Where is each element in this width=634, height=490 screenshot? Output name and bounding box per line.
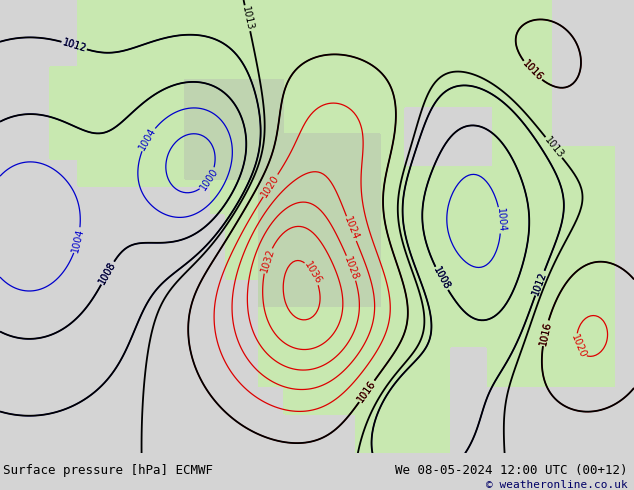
- Text: 1016: 1016: [356, 378, 378, 404]
- Text: 1016: 1016: [538, 320, 553, 346]
- Text: 1004: 1004: [495, 208, 506, 233]
- Text: 1012: 1012: [61, 37, 87, 54]
- Text: 1008: 1008: [97, 260, 118, 286]
- Text: 1016: 1016: [356, 378, 378, 404]
- Text: 1020: 1020: [569, 333, 587, 360]
- Text: 1013: 1013: [542, 135, 566, 160]
- Text: 1016: 1016: [538, 320, 553, 346]
- Text: 1012: 1012: [531, 270, 549, 296]
- Text: 1032: 1032: [259, 247, 276, 274]
- Text: 1020: 1020: [259, 172, 281, 199]
- Text: 1024: 1024: [342, 215, 361, 242]
- Text: Surface pressure [hPa] ECMWF: Surface pressure [hPa] ECMWF: [3, 465, 213, 477]
- Text: 1008: 1008: [97, 260, 118, 286]
- Text: 1004: 1004: [137, 126, 158, 152]
- Text: 1000: 1000: [198, 167, 220, 192]
- Text: 1012: 1012: [61, 37, 87, 54]
- Text: 1016: 1016: [520, 59, 545, 83]
- Text: We 08-05-2024 12:00 UTC (00+12): We 08-05-2024 12:00 UTC (00+12): [395, 465, 628, 477]
- Text: 1016: 1016: [520, 59, 545, 83]
- Text: 1028: 1028: [342, 255, 360, 281]
- Text: 1036: 1036: [302, 260, 323, 286]
- Text: 1013: 1013: [240, 5, 255, 31]
- Text: © weatheronline.co.uk: © weatheronline.co.uk: [486, 480, 628, 490]
- Text: 1008: 1008: [431, 266, 452, 292]
- Text: 1008: 1008: [431, 266, 452, 292]
- Text: 1004: 1004: [70, 227, 86, 253]
- Text: 1012: 1012: [531, 270, 549, 296]
